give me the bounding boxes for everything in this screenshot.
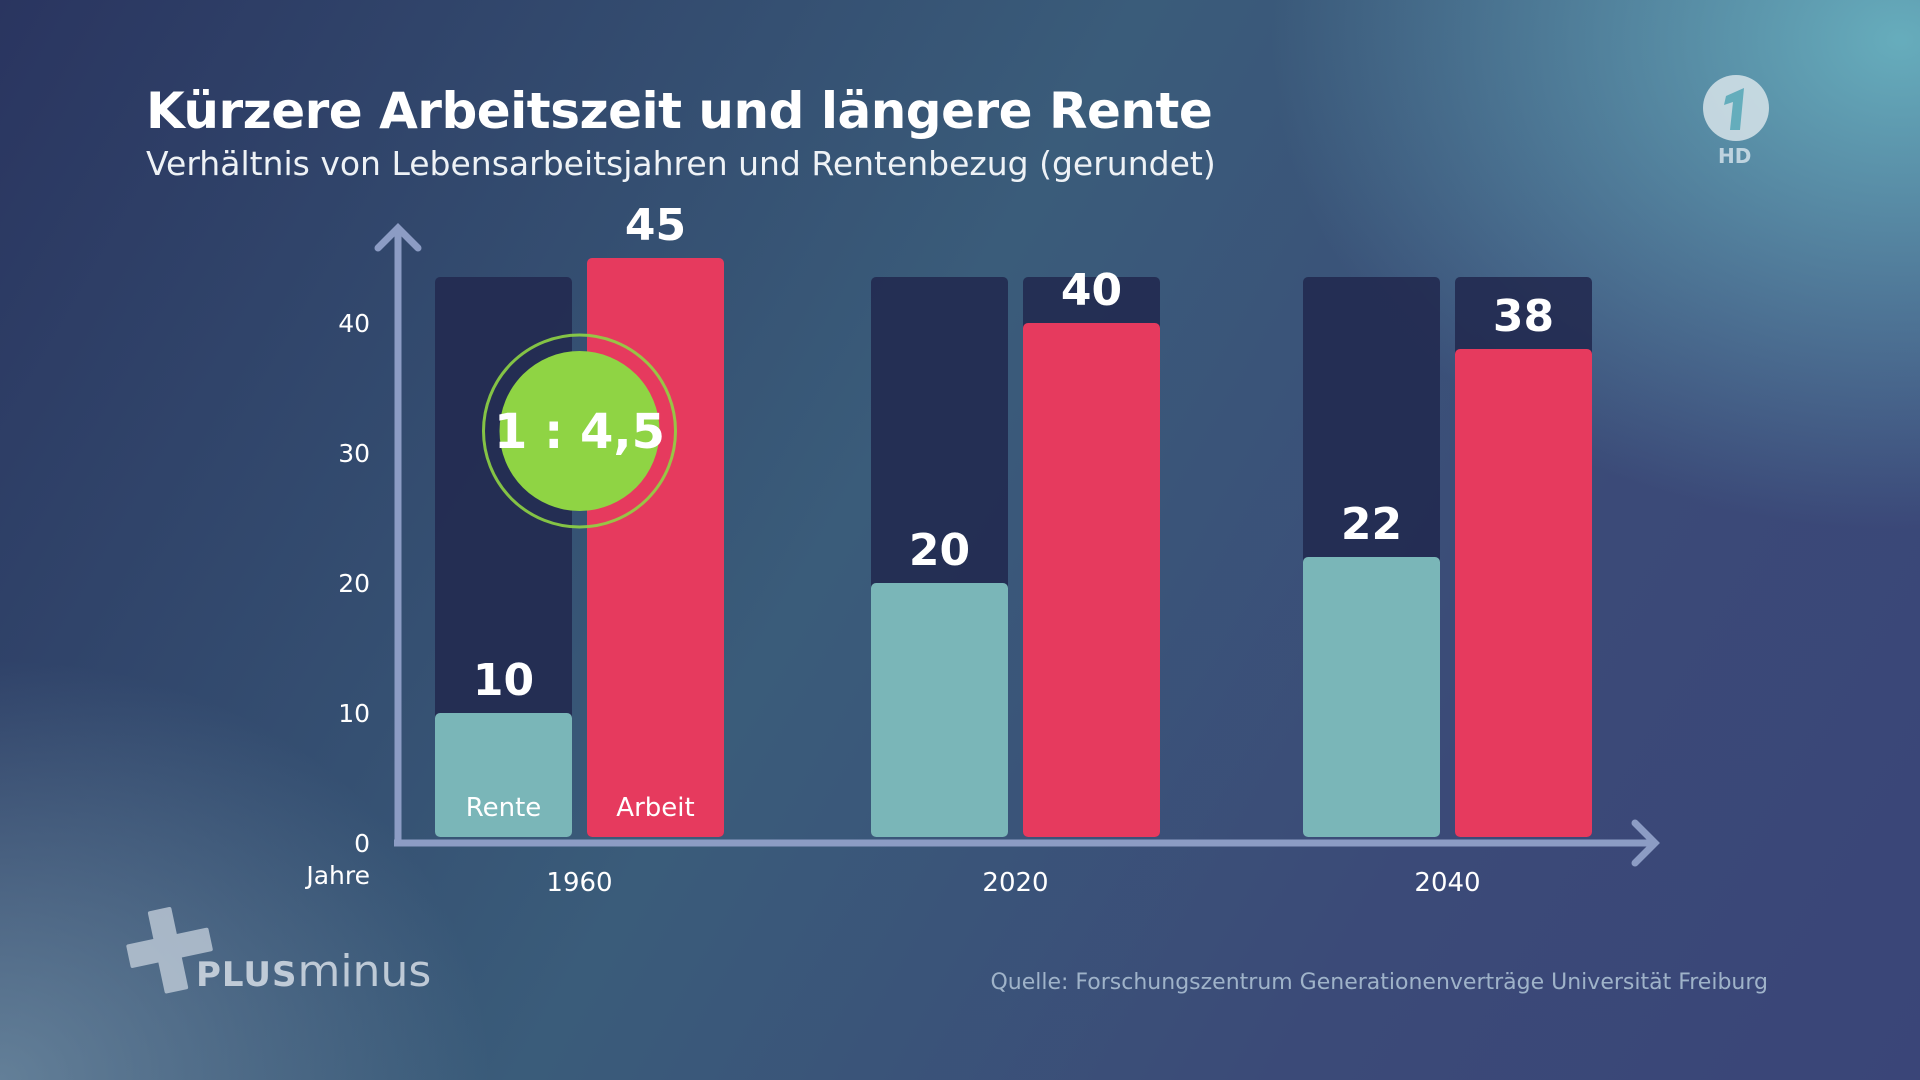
bar-arbeit	[587, 258, 724, 837]
y-tick-label: 40	[338, 309, 370, 338]
station-logo: HD	[1700, 72, 1772, 172]
data-label: 45	[625, 200, 686, 251]
plusminus-wordmark: PLUSminus	[196, 946, 431, 997]
series-label-arbeit: Arbeit	[616, 793, 694, 823]
ratio-circle	[499, 351, 660, 511]
chart-subtitle: Verhältnis von Lebensarbeitsjahren und R…	[146, 144, 1216, 183]
bar-rente	[435, 713, 572, 837]
ratio-ring	[482, 333, 677, 529]
data-label: 22	[1341, 499, 1402, 550]
station-one-icon	[1703, 75, 1769, 141]
series-label-rente: Rente	[466, 793, 542, 823]
x-tick-label: 2020	[982, 868, 1048, 898]
y-tick-label: 30	[338, 439, 370, 468]
data-label: 38	[1493, 291, 1554, 342]
bar-rente	[1303, 557, 1440, 837]
x-tick-label: 2040	[1414, 868, 1480, 898]
source-note: Quelle: Forschungszentrum Generationenve…	[990, 970, 1768, 995]
station-hd-badge: HD	[1718, 144, 1752, 168]
ratio-label: 1 : 4,5	[494, 404, 665, 460]
y-tick-label: 10	[338, 699, 370, 728]
chart-axes: 0 10 20 30 40 Jahre	[304, 223, 1660, 890]
plus-cross-icon	[126, 907, 213, 994]
bar-rente	[871, 583, 1008, 837]
plusminus-wordmark-minus: minus	[297, 946, 432, 997]
plusminus-wordmark-plus: PLUS	[196, 955, 298, 995]
y-axis-arrow-icon	[374, 223, 422, 252]
data-label: 20	[909, 525, 970, 576]
bar-arbeit	[1455, 349, 1592, 837]
y-tick-label: 0	[354, 829, 370, 858]
bar-arbeit	[1023, 323, 1160, 837]
x-axis-arrow-icon	[1631, 819, 1660, 867]
plusminus-logo: PLUSminus	[124, 900, 454, 1000]
chart-title: Kürzere Arbeitszeit und längere Rente	[146, 82, 1213, 140]
y-axis-label: Jahre	[304, 861, 370, 890]
x-tick-label: 1960	[546, 868, 612, 898]
data-label: 40	[1061, 265, 1122, 316]
data-label: 10	[473, 655, 534, 706]
ratio-annotation: 1 : 4,5	[482, 333, 677, 529]
chart-bars	[435, 258, 1592, 837]
y-tick-label: 20	[338, 569, 370, 598]
